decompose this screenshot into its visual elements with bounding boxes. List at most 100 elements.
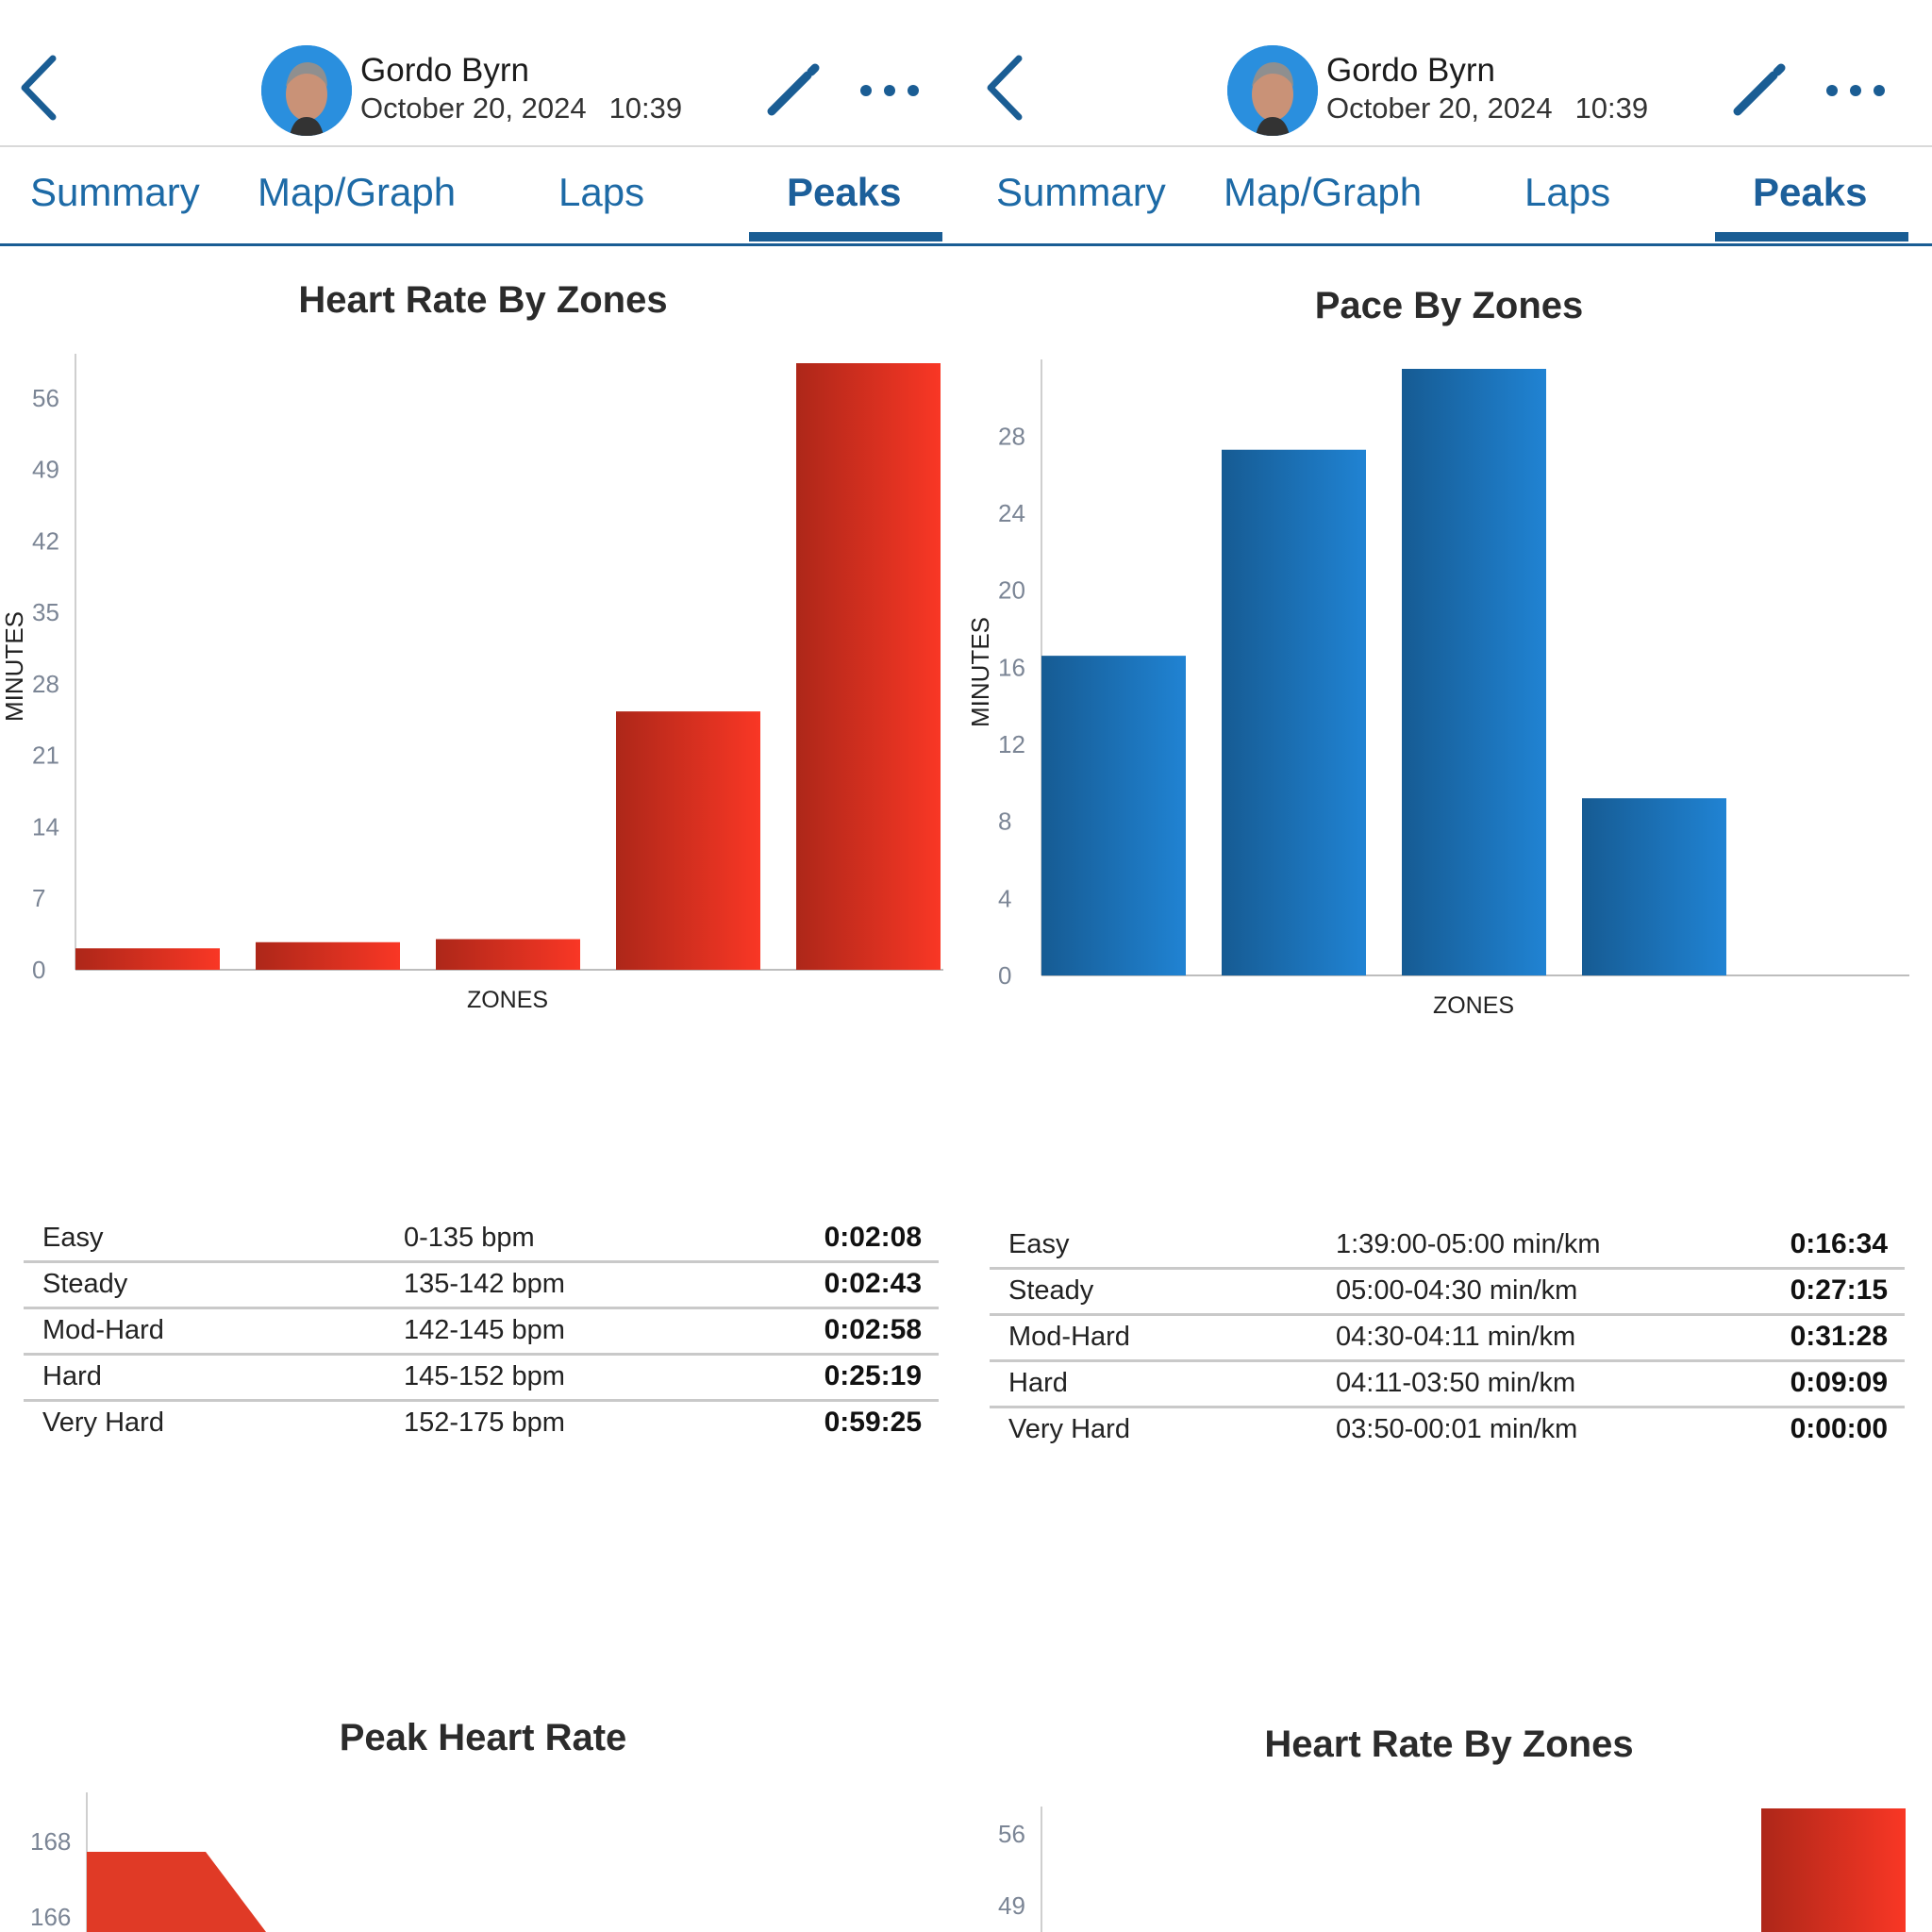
active-tab-indicator bbox=[749, 232, 942, 242]
zone-row-hard: Hard 04:11-03:50 min/km 0:09:09 bbox=[990, 1362, 1905, 1408]
bar-steady[interactable] bbox=[256, 941, 400, 970]
y-tick-label: 8 bbox=[998, 808, 1011, 836]
zone-name: Hard bbox=[42, 1361, 102, 1391]
bar-very-hard[interactable] bbox=[796, 363, 941, 970]
tab-peaks[interactable]: Peaks bbox=[787, 170, 902, 214]
next-chart-title: Peak Heart Rate bbox=[339, 1717, 627, 1758]
zone-name: Steady bbox=[42, 1269, 128, 1299]
tab-peaks[interactable]: Peaks bbox=[1753, 170, 1868, 214]
zone-name: Easy bbox=[1008, 1229, 1070, 1259]
y-tick-label: 168 bbox=[30, 1827, 71, 1856]
activity-header: Gordo Byrn October 20, 2024 10:39 bbox=[0, 0, 966, 147]
tab-summary[interactable]: Summary bbox=[996, 170, 1166, 214]
avatar[interactable] bbox=[261, 45, 352, 136]
zone-time: 0:09:09 bbox=[1790, 1367, 1888, 1398]
y-tick-label: 28 bbox=[998, 422, 1025, 450]
y-tick-label: 42 bbox=[32, 526, 59, 555]
zone-range: 142-145 bpm bbox=[404, 1315, 565, 1345]
user-avatar-photo-icon bbox=[261, 45, 352, 136]
bar-easy[interactable] bbox=[1041, 656, 1186, 975]
y-tick-label: 16 bbox=[998, 653, 1025, 681]
peak-heart-rate-area bbox=[87, 1852, 266, 1932]
heart-rate-zones-chart-next: 56 49 bbox=[998, 1807, 1906, 1932]
y-tick-label: 56 bbox=[32, 384, 59, 412]
y-axis-label: MINUTES bbox=[0, 611, 28, 722]
heart-rate-zones-chart: 0 7 14 21 28 35 42 49 56 MINUTES ZONES bbox=[0, 354, 943, 1009]
activity-datetime: October 20, 2024 10:39 bbox=[360, 92, 682, 125]
bar-mod-hard[interactable] bbox=[436, 939, 580, 970]
tab-laps[interactable]: Laps bbox=[1524, 170, 1611, 214]
back-button[interactable] bbox=[979, 51, 1036, 125]
pencil-icon bbox=[767, 63, 820, 116]
edit-button[interactable] bbox=[1726, 58, 1790, 123]
zone-name: Hard bbox=[1008, 1368, 1068, 1398]
zone-row-easy: Easy 0-135 bpm 0:02:08 bbox=[24, 1217, 939, 1263]
zone-name: Steady bbox=[1008, 1275, 1094, 1306]
y-tick-label: 35 bbox=[32, 598, 59, 626]
edit-button[interactable] bbox=[760, 58, 824, 123]
y-tick-label: 0 bbox=[32, 956, 45, 984]
zone-time: 0:00:00 bbox=[1790, 1413, 1888, 1444]
y-tick-label: 49 bbox=[998, 1891, 1025, 1920]
back-button[interactable] bbox=[13, 51, 70, 125]
tab-laps[interactable]: Laps bbox=[558, 170, 645, 214]
zone-time: 0:02:43 bbox=[824, 1268, 922, 1299]
activity-time: 10:39 bbox=[1574, 92, 1649, 125]
zone-time: 0:27:15 bbox=[1790, 1274, 1888, 1306]
user-avatar-photo-icon bbox=[1227, 45, 1318, 136]
y-tick-label: 14 bbox=[32, 812, 59, 841]
chevron-left-icon bbox=[21, 55, 57, 121]
zone-time: 0:25:19 bbox=[824, 1360, 922, 1391]
user-name: Gordo Byrn bbox=[1326, 52, 1495, 89]
zone-name: Very Hard bbox=[1008, 1414, 1130, 1444]
y-tick-label: 4 bbox=[998, 884, 1011, 912]
bar-very-hard[interactable] bbox=[1761, 1808, 1906, 1932]
tab-map-graph[interactable]: Map/Graph bbox=[1224, 170, 1423, 214]
zone-row-very-hard: Very Hard 03:50-00:01 min/km 0:00:00 bbox=[990, 1408, 1905, 1452]
y-tick-label: 21 bbox=[32, 741, 59, 770]
more-dots-icon bbox=[1826, 85, 1885, 96]
pencil-icon bbox=[1733, 63, 1786, 116]
y-tick-label: 12 bbox=[998, 730, 1025, 758]
y-tick-label: 49 bbox=[32, 456, 59, 484]
screen-left: Gordo Byrn October 20, 2024 10:39 Summary… bbox=[0, 0, 966, 1932]
bar-hard[interactable] bbox=[1582, 798, 1726, 975]
y-tick-label: 7 bbox=[32, 884, 45, 912]
more-options-button[interactable] bbox=[857, 74, 923, 108]
bar-hard[interactable] bbox=[616, 711, 760, 970]
bar-steady[interactable] bbox=[1222, 449, 1366, 975]
activity-date: October 20, 2024 bbox=[1326, 92, 1553, 125]
bar-easy[interactable] bbox=[75, 948, 220, 970]
bar-mod-hard[interactable] bbox=[1402, 369, 1546, 975]
zones-table: Easy 0-135 bpm 0:02:08 Steady 135-142 bpm 0:0… bbox=[24, 1217, 939, 1445]
zone-name: Easy bbox=[42, 1223, 104, 1253]
zone-range: 152-175 bpm bbox=[404, 1407, 565, 1438]
zone-time: 0:31:28 bbox=[1790, 1321, 1888, 1352]
zone-range: 1:39:00-05:00 min/km bbox=[1336, 1229, 1601, 1259]
next-chart-title: Heart Rate By Zones bbox=[1264, 1724, 1634, 1765]
activity-date: October 20, 2024 bbox=[360, 92, 587, 125]
avatar[interactable] bbox=[1227, 45, 1318, 136]
more-options-button[interactable] bbox=[1823, 74, 1889, 108]
y-tick-label: 28 bbox=[32, 670, 59, 698]
zone-row-very-hard: Very Hard 152-175 bpm 0:59:25 bbox=[24, 1402, 939, 1445]
tab-bar: Summary Map/Graph Laps Peaks bbox=[0, 147, 966, 246]
tab-map-graph[interactable]: Map/Graph bbox=[258, 170, 457, 214]
chevron-left-icon bbox=[987, 55, 1023, 121]
tab-bar: Summary Map/Graph Laps Peaks bbox=[966, 147, 1932, 246]
zone-range: 135-142 bpm bbox=[404, 1269, 565, 1299]
tab-summary[interactable]: Summary bbox=[30, 170, 200, 214]
activity-datetime: October 20, 2024 10:39 bbox=[1326, 92, 1648, 125]
user-name: Gordo Byrn bbox=[360, 52, 529, 89]
zone-range: 04:30-04:11 min/km bbox=[1336, 1322, 1576, 1352]
x-axis-label: ZONES bbox=[1433, 992, 1514, 1015]
zone-range: 03:50-00:01 min/km bbox=[1336, 1414, 1578, 1444]
y-tick-label: 24 bbox=[998, 499, 1025, 527]
y-tick-label: 56 bbox=[998, 1820, 1025, 1848]
zone-range: 05:00-04:30 min/km bbox=[1336, 1275, 1578, 1306]
peak-heart-rate-chart: 168 166 bbox=[30, 1792, 266, 1932]
chart-title: Heart Rate By Zones bbox=[298, 279, 668, 321]
y-tick-label: 20 bbox=[998, 576, 1025, 605]
zone-row-steady: Steady 05:00-04:30 min/km 0:27:15 bbox=[990, 1270, 1905, 1316]
activity-time: 10:39 bbox=[608, 92, 683, 125]
